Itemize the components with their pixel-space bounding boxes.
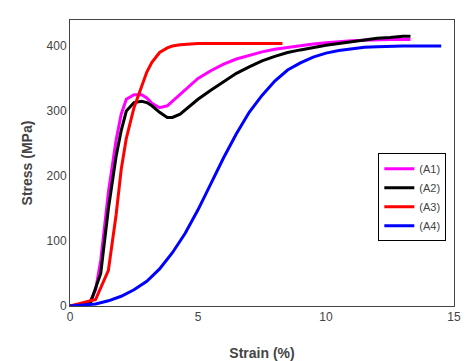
svg-text:0: 0 [67, 310, 74, 324]
svg-text:400: 400 [47, 39, 67, 53]
svg-text:Stress (MPa): Stress (MPa) [19, 121, 35, 206]
svg-text:0: 0 [60, 299, 67, 313]
svg-text:5: 5 [195, 310, 202, 324]
svg-text:(A3): (A3) [419, 201, 440, 213]
svg-text:100: 100 [47, 234, 67, 248]
svg-text:200: 200 [47, 169, 67, 183]
svg-text:Strain (%): Strain (%) [229, 345, 294, 361]
svg-text:300: 300 [47, 104, 67, 118]
svg-text:10: 10 [319, 310, 333, 324]
svg-text:(A1): (A1) [419, 163, 440, 175]
svg-text:(A4): (A4) [419, 220, 440, 232]
svg-text:15: 15 [447, 310, 461, 324]
svg-text:(A2): (A2) [419, 182, 440, 194]
